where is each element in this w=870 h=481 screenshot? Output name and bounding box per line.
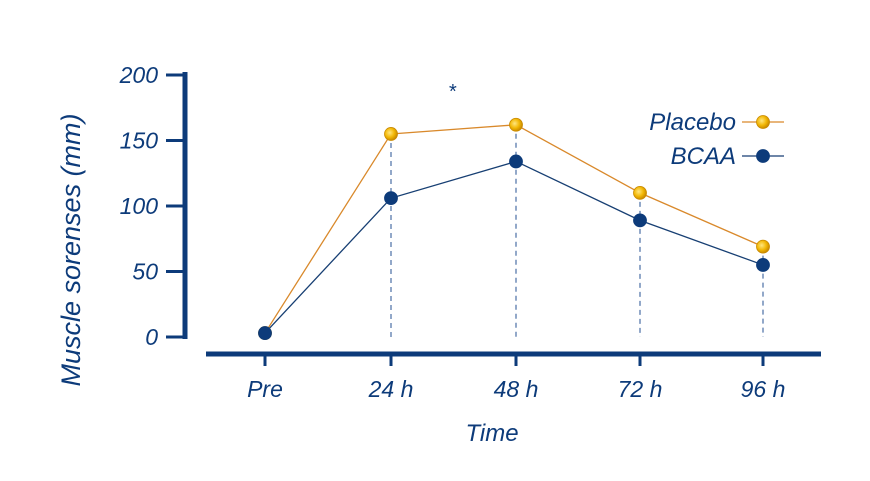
y-ticks: 0 50 100 150 200: [119, 62, 185, 350]
legend-label-bcaa: BCAA: [671, 143, 736, 170]
data-point-bcaa: [258, 326, 272, 340]
data-point-placebo: [384, 127, 398, 141]
y-tick-label: 150: [120, 128, 159, 154]
data-point-bcaa: [756, 258, 770, 272]
x-ticks: Pre 24 h 48 h 72 h 96 h: [247, 354, 785, 402]
data-point-placebo: [756, 239, 770, 254]
y-tick-label: 100: [120, 193, 159, 219]
x-tick-label: 72 h: [618, 376, 663, 402]
y-tick-label: 200: [119, 62, 159, 88]
legend: Placebo BCAA: [649, 109, 784, 170]
series-line-bcaa: [264, 160, 764, 334]
y-tick-label: 50: [132, 259, 158, 285]
x-tick-label: Pre: [247, 376, 283, 402]
x-axis-title: Time: [465, 420, 518, 447]
y-axis-title: Muscle sorenses (mm): [56, 113, 86, 386]
series-points: [258, 117, 770, 340]
y-tick-label: 0: [145, 324, 158, 350]
data-point-placebo: [633, 185, 647, 200]
x-tick-label: 48 h: [494, 376, 539, 402]
guide-lines: [390, 124, 764, 337]
x-tick-label: 96 h: [741, 376, 786, 402]
legend-marker: [756, 149, 770, 163]
legend-marker: [756, 115, 770, 129]
data-point-bcaa: [633, 213, 647, 228]
significance-marker: *: [448, 81, 457, 103]
legend-label-placebo: Placebo: [649, 109, 736, 136]
data-point-bcaa: [509, 154, 523, 169]
data-point-bcaa: [384, 191, 398, 206]
x-tick-label: 24 h: [368, 376, 414, 402]
data-point-placebo: [509, 117, 523, 132]
